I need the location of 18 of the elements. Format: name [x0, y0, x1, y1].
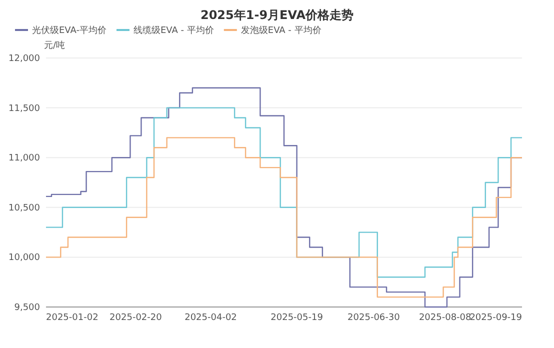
legend-label: 光伏级EVA-平均价	[32, 25, 106, 36]
x-tick-label: 2025-06-30	[348, 313, 400, 323]
x-tick-label: 2025-05-19	[270, 313, 324, 323]
y-tick-label: 11,500	[8, 104, 40, 114]
y-tick-label: 11,000	[8, 154, 40, 164]
x-tick-label: 2025-02-20	[110, 313, 162, 323]
x-tick-label: 2025-08-08	[418, 313, 472, 323]
legend-label: 发泡级EVA - 平均价	[240, 25, 322, 36]
y-tick-label: 10,500	[8, 203, 40, 214]
legend-label: 线缆级EVA - 平均价	[133, 25, 214, 36]
x-tick-label: 2025-01-02	[46, 313, 98, 323]
y-tick-label: 10,000	[8, 253, 40, 264]
y-axis-title: 元/吨	[44, 40, 66, 51]
x-tick-label: 2025-09-19	[470, 313, 522, 323]
chart-title: 2025年1-9月EVA价格走势	[200, 8, 354, 22]
y-tick-label: 9,500	[14, 303, 40, 313]
x-tick-label: 2025-04-02	[184, 313, 237, 323]
y-tick-label: 12,000	[8, 54, 40, 64]
